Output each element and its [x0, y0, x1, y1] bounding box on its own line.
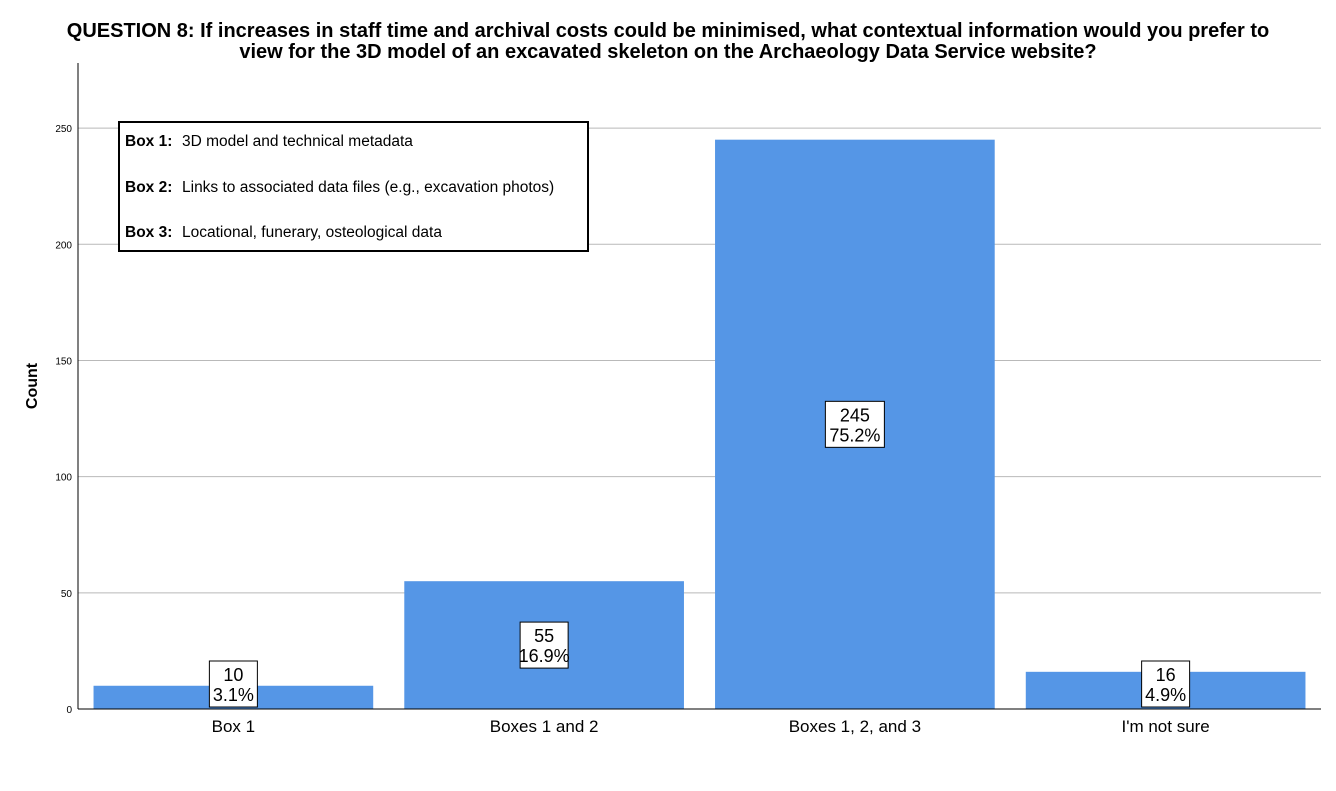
legend-box: Box 1: 3D model and technical metadataBox…	[118, 121, 589, 252]
legend-entry-3: Box 3: Locational, funerary, osteological…	[125, 224, 442, 241]
legend-key-3: Box 3:	[125, 224, 172, 241]
x-tick-label-4: I'm not sure	[1121, 717, 1209, 736]
data-label-box-2	[519, 621, 569, 669]
data-label-box-1	[208, 660, 258, 708]
y-tick-label-250: 250	[55, 124, 72, 135]
x-tick-labels: Box 1 Boxes 1 and 2 Boxes 1, 2, and 3 I'm n…	[212, 717, 1210, 736]
data-label-count-2: 55	[534, 626, 554, 646]
legend-key-2: Box 2:	[125, 179, 172, 196]
legend-frame	[118, 121, 589, 252]
legend-key-1: Box 1:	[125, 133, 172, 150]
legend-description-3: Locational, funerary, osteological data	[182, 224, 442, 241]
y-tick-label-0: 0	[66, 705, 72, 716]
legend-description-2: Links to associated data files (e.g., ex…	[182, 179, 554, 196]
legend-description-1: 3D model and technical metadata	[182, 133, 413, 150]
data-label-count-4: 16	[1156, 665, 1176, 685]
x-tick-label-3: Boxes 1, 2, and 3	[789, 717, 921, 736]
x-tick-label-1: Box 1	[212, 717, 255, 736]
x-tick-label-2: Boxes 1 and 2	[490, 717, 599, 736]
data-label-box-3	[824, 400, 885, 448]
y-axis-label: Count	[24, 362, 41, 409]
data-label-box-4	[1141, 660, 1191, 708]
data-label-percent-1: 3.1%	[213, 685, 254, 705]
data-label-percent-3: 75.2%	[829, 425, 880, 445]
chart-title-line-2: view for the 3D model of an excavated sk…	[239, 41, 1096, 63]
data-label-percent-4: 4.9%	[1145, 685, 1186, 705]
y-tick-label-50: 50	[61, 589, 73, 600]
y-tick-label-150: 150	[55, 356, 72, 367]
data-label-count-3: 245	[840, 405, 870, 425]
y-tick-label-200: 200	[55, 240, 72, 251]
axes	[77, 63, 1321, 710]
data-label-count-1: 10	[223, 665, 243, 685]
y-tick-label-100: 100	[55, 473, 72, 484]
chart-title-line-1: QUESTION 8: If increases in staff time a…	[67, 20, 1269, 42]
legend-entry-2: Box 2: Links to associated data files (e.…	[125, 179, 554, 196]
data-label-percent-2: 16.9%	[519, 646, 570, 666]
legend-entry-1: Box 1: 3D model and technical metadata	[125, 133, 413, 150]
y-tick-labels: 0 50 100 150 200 250	[55, 124, 72, 716]
